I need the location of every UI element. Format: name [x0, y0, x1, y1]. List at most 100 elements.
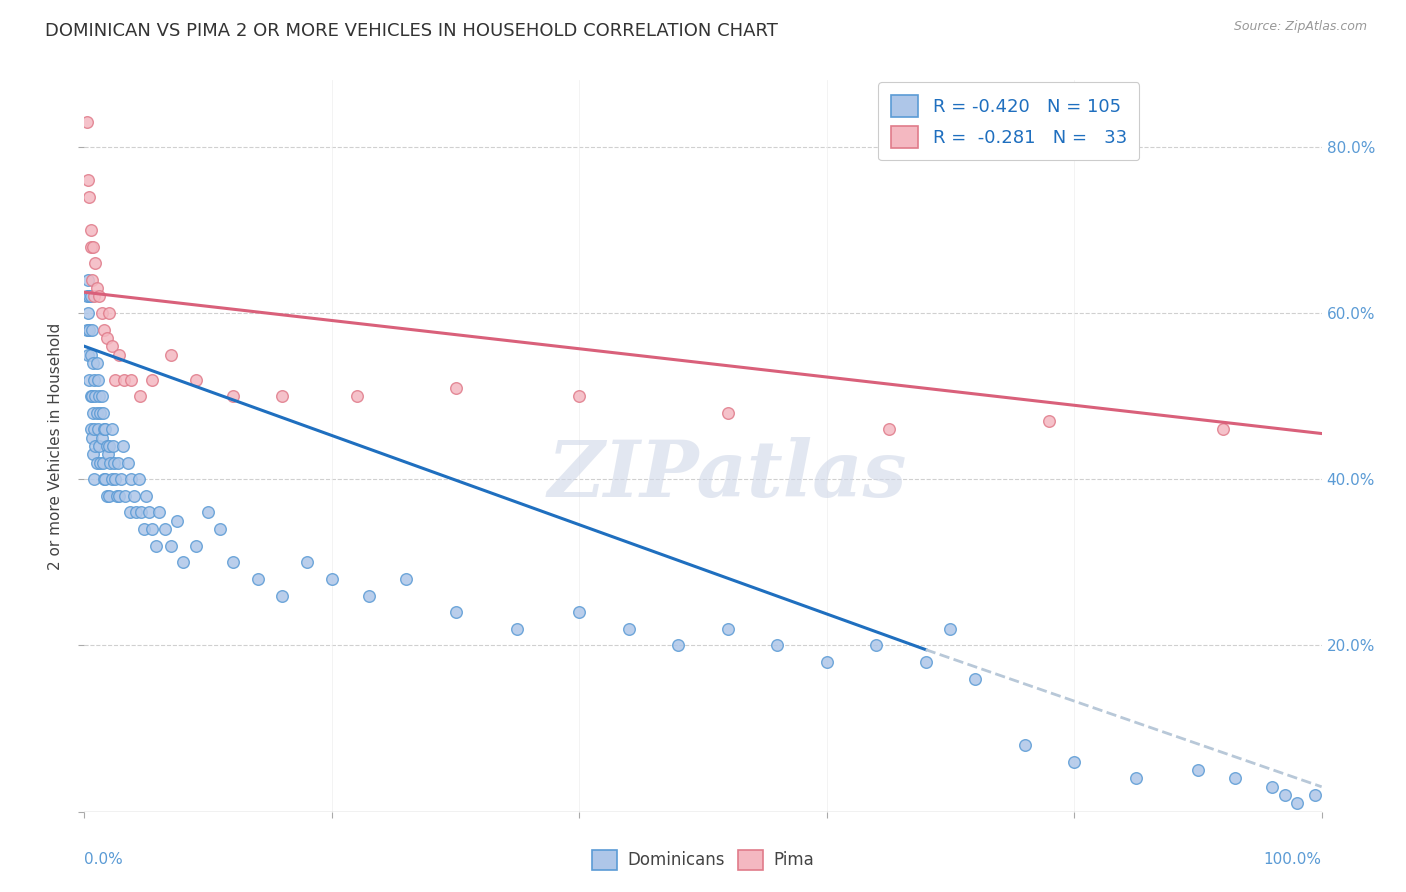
Y-axis label: 2 or more Vehicles in Household: 2 or more Vehicles in Household [48, 322, 63, 570]
Point [98, 306, 121, 320]
Point [79, 422, 101, 436]
Point [76, 289, 98, 303]
Point [166, 514, 188, 528]
Point [100, 339, 122, 353]
Point [105, 489, 128, 503]
Point [100, 472, 122, 486]
Point [91, 406, 114, 420]
Point [717, 406, 740, 420]
Point [83, 472, 105, 486]
Point [97, 447, 120, 461]
Point [93, 422, 115, 436]
Point [111, 439, 134, 453]
Point [172, 555, 194, 569]
Point [666, 639, 689, 653]
Point [83, 422, 105, 436]
Point [120, 372, 142, 386]
Point [444, 605, 467, 619]
Point [93, 472, 115, 486]
Point [80, 389, 103, 403]
Point [79, 239, 101, 253]
Point [98, 489, 121, 503]
Point [865, 639, 887, 653]
Point [568, 605, 591, 619]
Point [346, 389, 368, 403]
Point [80, 431, 103, 445]
Point [145, 539, 167, 553]
Point [82, 239, 104, 253]
Point [82, 447, 104, 461]
Point [86, 356, 108, 370]
Legend: Dominicans, Pima: Dominicans, Pima [585, 843, 821, 877]
Point [914, 655, 936, 669]
Point [965, 672, 987, 686]
Point [1305, 788, 1327, 802]
Legend: R = -0.420   N = 105, R =  -0.281   N =   33: R = -0.420 N = 105, R = -0.281 N = 33 [879, 82, 1139, 161]
Point [1125, 772, 1147, 786]
Text: 0.0%: 0.0% [84, 852, 124, 867]
Point [86, 456, 108, 470]
Point [153, 522, 176, 536]
Point [101, 439, 124, 453]
Point [98, 456, 121, 470]
Point [395, 572, 418, 586]
Point [93, 323, 115, 337]
Text: DOMINICAN VS PIMA 2 OR MORE VEHICLES IN HOUSEHOLD CORRELATION CHART: DOMINICAN VS PIMA 2 OR MORE VEHICLES IN … [45, 22, 778, 40]
Point [87, 422, 110, 436]
Point [77, 273, 100, 287]
Point [103, 456, 125, 470]
Point [90, 306, 112, 320]
Point [141, 522, 163, 536]
Point [90, 431, 112, 445]
Point [1014, 738, 1036, 752]
Point [89, 439, 111, 453]
Point [125, 506, 148, 520]
Point [160, 347, 183, 362]
Point [1038, 414, 1060, 428]
Point [79, 223, 101, 237]
Point [83, 289, 105, 303]
Point [148, 506, 170, 520]
Point [94, 422, 117, 436]
Point [939, 622, 962, 636]
Point [79, 289, 101, 303]
Point [321, 572, 343, 586]
Point [617, 622, 640, 636]
Point [184, 372, 207, 386]
Point [89, 389, 111, 403]
Point [122, 489, 145, 503]
Point [96, 489, 118, 503]
Text: Source: ZipAtlas.com: Source: ZipAtlas.com [1233, 20, 1367, 33]
Point [444, 381, 467, 395]
Point [108, 347, 131, 362]
Point [96, 331, 118, 345]
Point [1223, 772, 1246, 786]
Point [98, 439, 121, 453]
Point [129, 506, 152, 520]
Point [222, 389, 245, 403]
Point [79, 289, 101, 303]
Point [79, 347, 101, 362]
Point [357, 589, 380, 603]
Point [271, 589, 294, 603]
Point [100, 422, 122, 436]
Point [717, 622, 740, 636]
Point [135, 489, 157, 503]
Point [120, 506, 142, 520]
Point [110, 472, 132, 486]
Point [246, 572, 269, 586]
Point [138, 506, 160, 520]
Point [91, 456, 114, 470]
Point [84, 256, 107, 270]
Point [117, 456, 139, 470]
Point [89, 289, 111, 303]
Point [209, 522, 232, 536]
Point [104, 472, 127, 486]
Point [108, 489, 131, 503]
Point [84, 389, 107, 403]
Point [129, 389, 152, 403]
Point [1187, 763, 1209, 777]
Point [184, 539, 207, 553]
Point [160, 539, 183, 553]
Point [79, 189, 101, 203]
